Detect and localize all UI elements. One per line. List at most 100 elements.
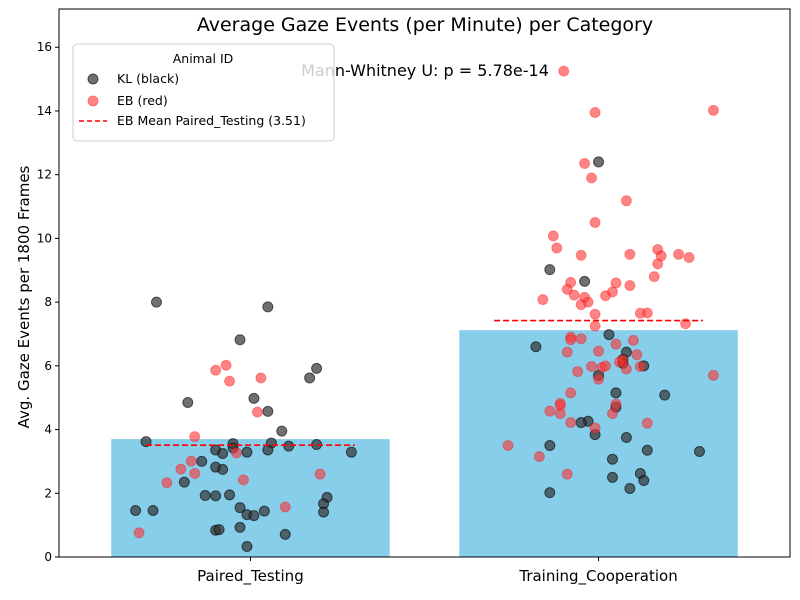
- kl-point-36: [234, 521, 246, 533]
- chart-title: Average Gaze Events (per Minute) per Cat…: [197, 14, 653, 36]
- kl-point-38: [213, 524, 225, 536]
- axes-layer: 0 2 4 6 8 10 12 14 16 Paired_Testing Training_Coop…: [37, 8, 791, 586]
- kl-point-41: [593, 156, 605, 168]
- x-tick-label: Training_Cooperation: [518, 567, 677, 586]
- eb-point-13: [279, 501, 291, 513]
- y-tick-label: 4: [44, 423, 52, 437]
- eb-point-2: [255, 372, 267, 384]
- eb-point-50: [565, 334, 577, 346]
- eb-point-10: [314, 468, 326, 480]
- kl-point-63: [606, 471, 618, 483]
- eb-point-68: [610, 398, 622, 410]
- eb-point-6: [231, 447, 243, 459]
- eb-point-44: [634, 307, 646, 319]
- eb-point-57: [613, 356, 625, 368]
- eb-point-76: [502, 439, 514, 451]
- kl-point-39: [279, 528, 291, 540]
- eb-point-58: [586, 360, 598, 372]
- y-tick-label: 16: [37, 40, 52, 54]
- kl-point-32: [258, 505, 270, 517]
- kl-point-33: [318, 506, 330, 518]
- eb-point-25: [624, 248, 636, 260]
- eb-point-45: [589, 308, 601, 320]
- eb-point-63: [572, 366, 584, 378]
- x-tick-label: Paired_Testing: [197, 567, 304, 586]
- eb-point-23: [551, 242, 563, 254]
- eb-point-40: [537, 294, 549, 306]
- eb-point-9: [189, 468, 201, 480]
- eb-point-27: [673, 248, 685, 260]
- eb-point-51: [627, 334, 639, 346]
- kl-point-6: [182, 396, 194, 408]
- legend-label-mean: EB Mean Paired_Testing (3.51): [117, 113, 306, 128]
- eb-point-22: [547, 230, 559, 242]
- kl-point-5: [248, 392, 260, 404]
- eb-point-18: [579, 158, 591, 170]
- eb-point-54: [593, 345, 605, 357]
- eb-point-32: [610, 277, 622, 289]
- kl-point-30: [147, 504, 159, 516]
- eb-point-70: [544, 405, 556, 417]
- eb-point-31: [648, 271, 660, 283]
- eb-point-38: [600, 290, 612, 302]
- eb-point-5: [189, 431, 201, 443]
- eb-point-14: [133, 527, 145, 539]
- kl-point-9: [140, 436, 152, 448]
- y-axis-label: Avg. Gaze Events per 1800 Frames: [15, 165, 33, 428]
- kl-point-24: [199, 490, 211, 502]
- y-tick-label: 14: [37, 104, 52, 118]
- kl-point-55: [575, 417, 587, 429]
- y-tick-label: 2: [44, 486, 52, 500]
- eb-point-77: [533, 451, 545, 463]
- kl-point-60: [693, 446, 705, 458]
- eb-point-55: [631, 349, 643, 361]
- y-tick-label: 8: [44, 295, 52, 309]
- kl-point-17: [217, 447, 229, 459]
- kl-point-64: [638, 475, 650, 487]
- eb-point-16: [707, 104, 719, 116]
- kl-point-25: [224, 489, 236, 501]
- kl-point-43: [579, 275, 591, 287]
- eb-point-60: [600, 360, 612, 372]
- eb-point-20: [620, 195, 632, 207]
- legend-label-eb: EB (red): [117, 93, 168, 108]
- eb-point-3: [224, 375, 236, 387]
- eb-point-72: [606, 408, 618, 420]
- kl-point-22: [217, 463, 229, 475]
- eb-point-8: [175, 463, 187, 475]
- y-tick-label: 6: [44, 359, 52, 373]
- stat-annotation: Mann-Whitney U: p = 5.78e-14: [301, 61, 549, 80]
- eb-point-17: [589, 107, 601, 119]
- legend-frame: [72, 43, 335, 142]
- y-tick-label: 0: [44, 550, 52, 564]
- legend-marker-kl: [87, 73, 99, 85]
- kl-point-45: [530, 341, 542, 353]
- eb-point-62: [620, 363, 632, 375]
- kl-point-58: [544, 439, 556, 451]
- kl-point-3: [311, 362, 323, 374]
- eb-point-47: [589, 320, 601, 332]
- legend-title: Animal ID: [173, 51, 234, 66]
- eb-point-75: [589, 422, 601, 434]
- kl-point-66: [544, 487, 556, 499]
- kl-point-18: [241, 446, 253, 458]
- eb-point-0: [220, 359, 232, 371]
- kl-point-44: [603, 329, 615, 341]
- eb-point-52: [610, 338, 622, 350]
- kl-point-59: [641, 444, 653, 456]
- eb-point-64: [707, 369, 719, 381]
- kl-point-7: [262, 405, 274, 417]
- kl-point-40: [241, 540, 253, 552]
- kl-point-35: [248, 510, 260, 522]
- eb-point-73: [565, 417, 577, 429]
- eb-point-34: [624, 280, 636, 292]
- annotation-layer: Mann-Whitney U: p = 5.78e-14: [301, 61, 549, 80]
- kl-point-1: [262, 301, 274, 313]
- eb-point-71: [554, 408, 566, 420]
- legend: Animal ID KL (black) EB (red) EB Mean Pa…: [72, 43, 335, 142]
- legend-label-kl: KL (black): [117, 71, 179, 86]
- eb-point-65: [593, 373, 605, 385]
- eb-point-1: [210, 364, 222, 376]
- kl-point-31: [130, 504, 142, 516]
